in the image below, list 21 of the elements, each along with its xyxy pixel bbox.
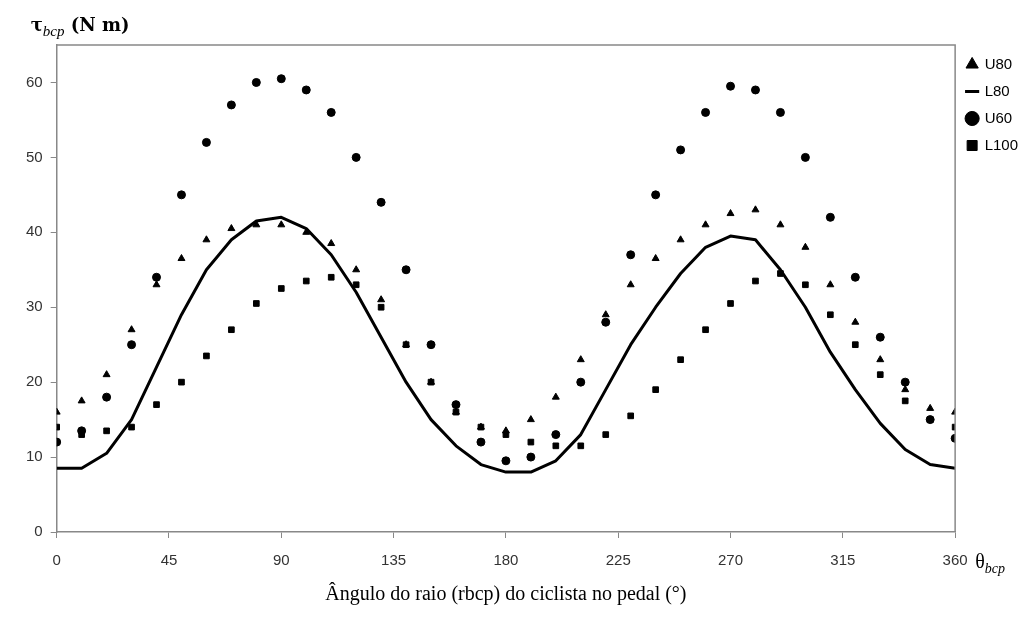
x-tick-label: 135 bbox=[381, 551, 407, 569]
legend-label: U60 bbox=[984, 108, 1013, 126]
x-tick-label: 270 bbox=[718, 551, 744, 569]
y-tick-label: 50 bbox=[26, 147, 43, 165]
x-axis-title: Ângulo do raio (rbcp) do ciclista no pedal (°) bbox=[325, 582, 687, 605]
y-tick-label: 60 bbox=[26, 72, 43, 90]
x-tick-label: 360 bbox=[942, 551, 968, 569]
y-tick-label: 10 bbox=[26, 447, 43, 465]
x-tick-label: 45 bbox=[160, 551, 178, 569]
x-tick-label: 225 bbox=[605, 551, 631, 569]
x-tick-label: 90 bbox=[272, 551, 290, 569]
y-tick-label: 40 bbox=[26, 222, 43, 240]
x-tick-label: 180 bbox=[493, 551, 519, 569]
y-tick-label: 30 bbox=[26, 297, 43, 315]
y-tick-label: 20 bbox=[26, 372, 43, 390]
x-tick-label: 315 bbox=[830, 551, 856, 569]
legend-label: U80 bbox=[984, 54, 1013, 72]
legend-label: L80 bbox=[984, 81, 1010, 99]
legend-label: L100 bbox=[984, 135, 1019, 153]
x-tick-label: 0 bbox=[52, 551, 61, 569]
y-tick-label: 0 bbox=[34, 522, 43, 540]
